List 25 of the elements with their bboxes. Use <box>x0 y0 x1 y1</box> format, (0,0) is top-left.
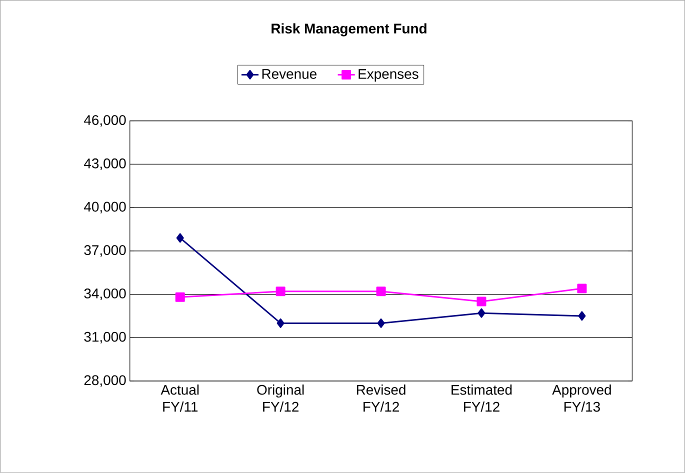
chart-title: Risk Management Fund <box>272 23 426 36</box>
point <box>578 311 586 321</box>
y-tick-label: 34,000 <box>84 288 126 300</box>
y-tick-label: 28,000 <box>84 375 126 387</box>
point <box>175 292 185 302</box>
point <box>476 296 486 306</box>
y-tick-label: 46,000 <box>84 115 126 127</box>
point <box>376 286 386 296</box>
point <box>377 318 385 328</box>
point <box>478 308 486 318</box>
point <box>176 233 184 243</box>
x-tick-label: Estimated FY/12 <box>452 384 512 412</box>
point <box>276 318 284 328</box>
y-tick-label: 43,000 <box>84 158 126 170</box>
y-tick-label: 40,000 <box>84 202 126 214</box>
y-tick-label: 31,000 <box>84 332 126 344</box>
x-tick-label: Revised FY/12 <box>356 384 406 412</box>
x-tick-label: Original FY/12 <box>257 384 304 412</box>
y-tick-label: 37,000 <box>84 245 126 257</box>
x-tick-label: Actual FY/11 <box>160 384 199 412</box>
legend-label: Expenses <box>358 69 418 82</box>
point <box>577 284 587 294</box>
legend-label: Revenue <box>262 69 316 79</box>
x-tick-label: Approved FY/13 <box>552 384 611 412</box>
point <box>276 286 286 296</box>
